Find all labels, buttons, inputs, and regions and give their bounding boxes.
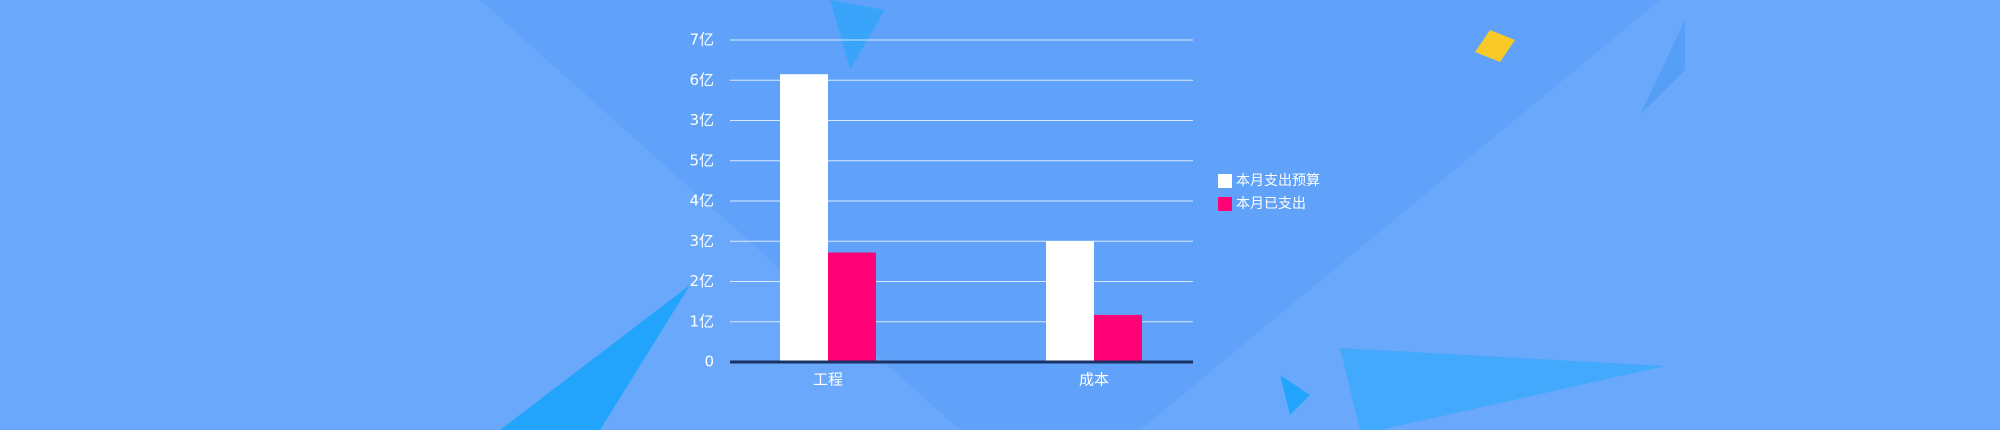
legend-swatch (1218, 197, 1232, 211)
decor (1340, 348, 1665, 430)
y-tick-label: 4亿 (689, 192, 714, 210)
y-tick-label: 6亿 (689, 71, 714, 89)
decor (1475, 30, 1515, 62)
y-tick-label: 3亿 (689, 232, 714, 250)
bar (780, 74, 828, 363)
decor (1640, 20, 1685, 115)
y-tick-label: 0 (704, 353, 714, 371)
legend-swatch (1218, 174, 1232, 188)
decor (500, 285, 690, 430)
x-tick-label: 成本 (1079, 371, 1109, 389)
y-tick-label: 1亿 (689, 312, 714, 330)
legend-label: 本月支出预算 (1236, 173, 1320, 189)
legend-label: 本月已支出 (1236, 196, 1306, 212)
bar (1046, 241, 1094, 362)
y-tick-label: 2亿 (689, 272, 714, 290)
decor (1280, 375, 1310, 415)
decor (830, 0, 885, 70)
y-tick-label: 3亿 (689, 111, 714, 129)
bar (1094, 314, 1142, 362)
bar (828, 252, 876, 362)
y-tick-label: 7亿 (689, 31, 714, 49)
y-tick-label: 5亿 (689, 151, 714, 169)
x-tick-label: 工程 (813, 371, 843, 389)
decor (480, 0, 1660, 430)
